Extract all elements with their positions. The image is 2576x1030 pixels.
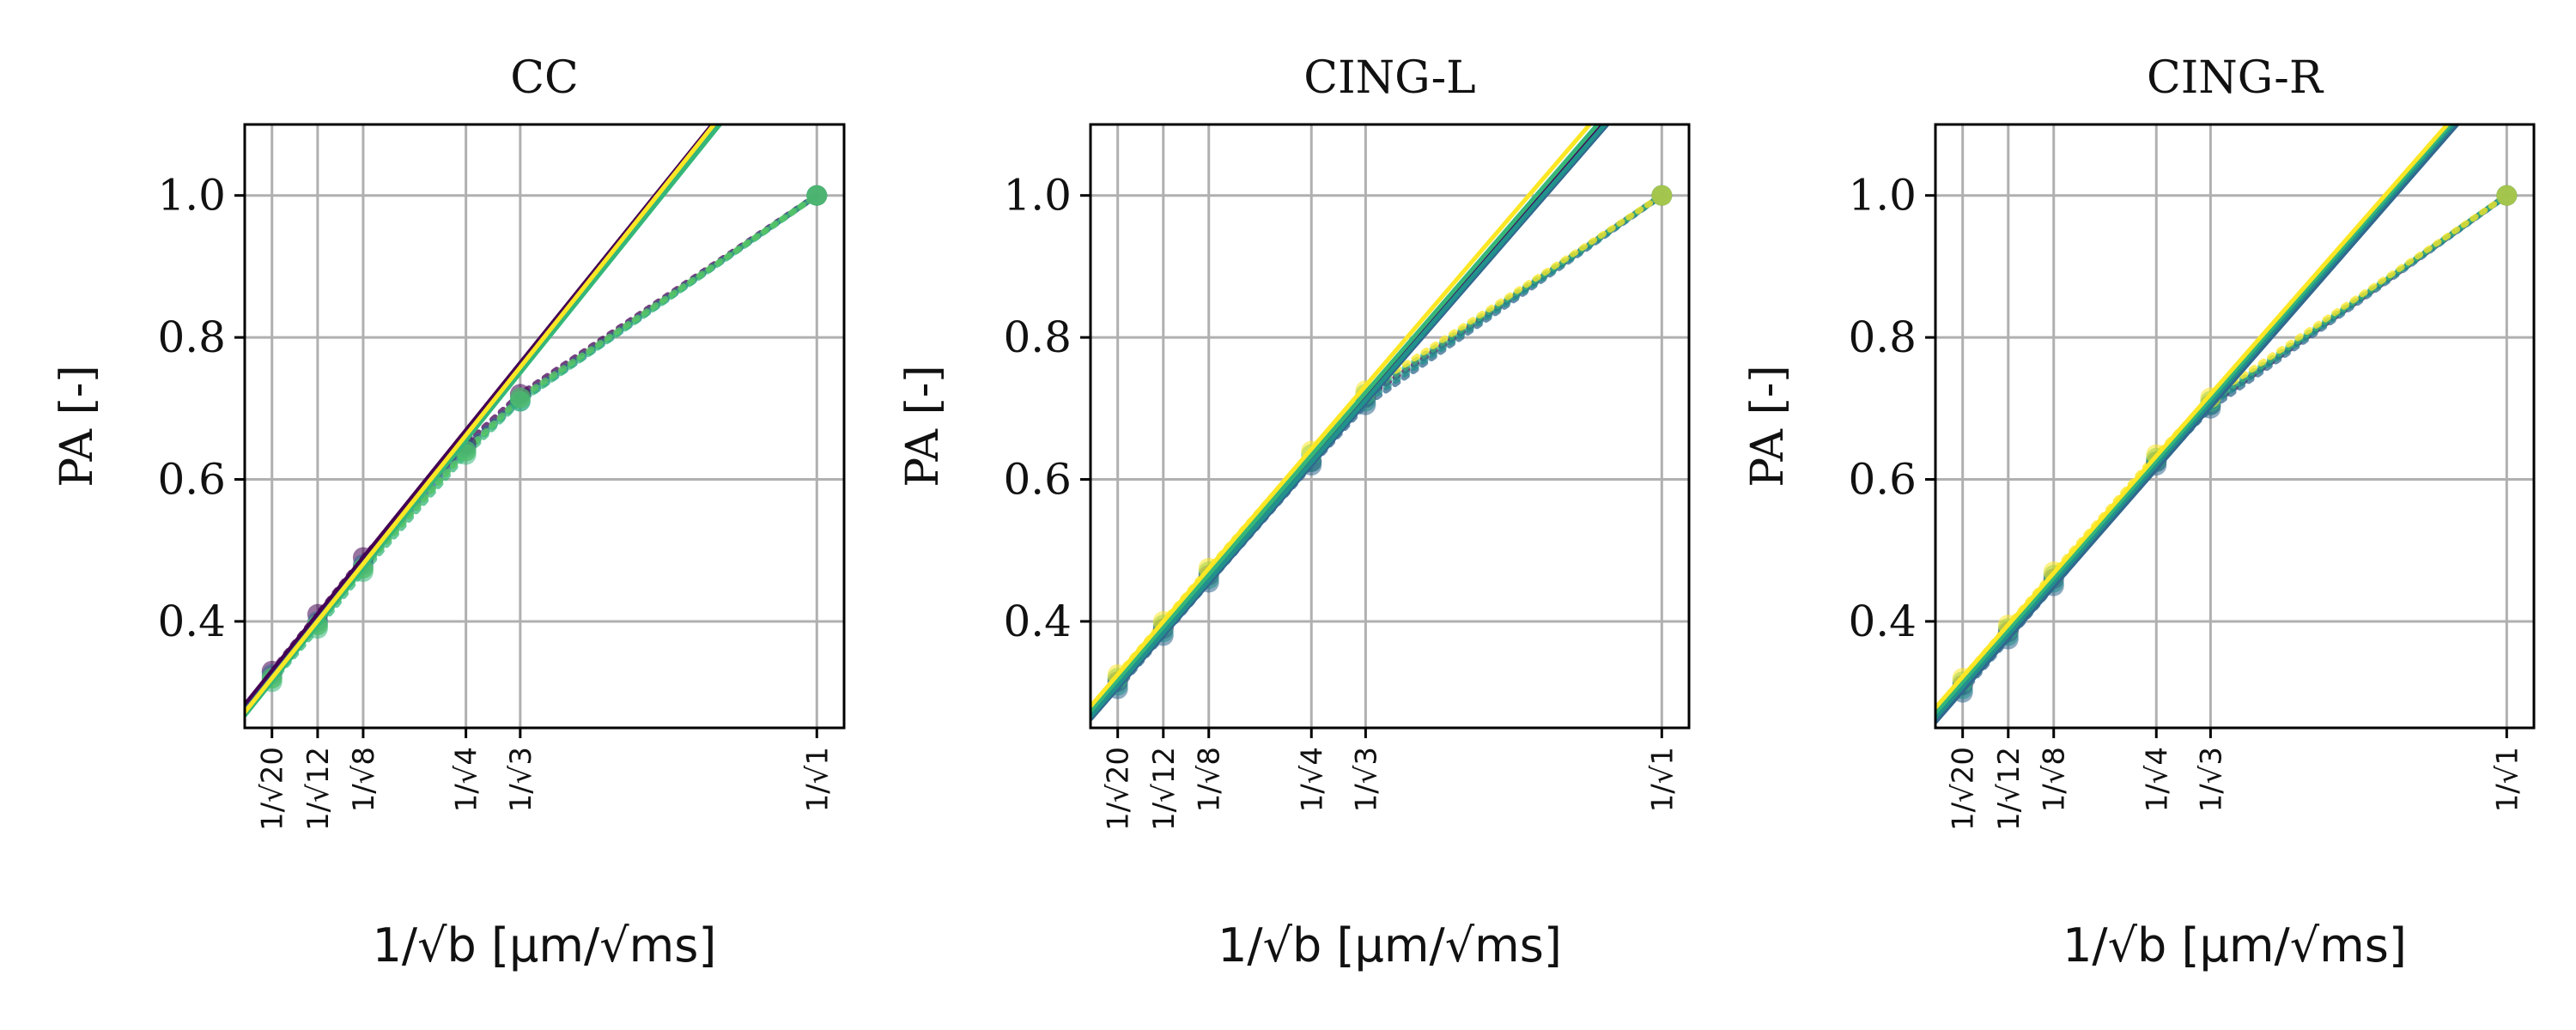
plot-area (1091, 124, 1673, 721)
x-axis-label: 1/√b [μm/√ms] (2063, 918, 2407, 972)
y-tick-label: 0.8 (157, 312, 226, 362)
fit-line (1091, 124, 1601, 713)
y-tick-label: 0.6 (1003, 455, 1072, 505)
panel-cing-r: 0.4 0.6 0.8 1.0 1/√20 1/√12 1/√8 1/√4 1/√3 1/√1 CI… (1742, 52, 2536, 972)
x-tick-label: 1/√12 (301, 747, 336, 831)
y-tick-label: 0.8 (1848, 312, 1917, 362)
measured-line (269, 192, 820, 682)
data-point (509, 387, 531, 409)
fit-line (1935, 124, 2451, 710)
x-tick-label: 1/√1 (800, 747, 835, 812)
x-tick-label: 1/√4 (450, 747, 484, 812)
fit-line (245, 124, 717, 714)
chart-title: CING-R (2147, 52, 2324, 104)
x-tick-label: 1/√3 (2194, 747, 2228, 812)
plot-area (245, 124, 828, 718)
y-tick-label: 0.4 (1848, 597, 1917, 646)
y-tick-label: 0.6 (157, 455, 226, 505)
measured-line (1115, 192, 1665, 682)
measured-line (1115, 192, 1665, 688)
y-tick-label: 1.0 (1848, 171, 1917, 221)
axes-frame (1934, 123, 2536, 730)
x-tick-label: 1/√12 (1147, 747, 1182, 831)
x-tick-label: 1/√4 (1295, 747, 1329, 812)
y-axis-label: PA [-] (897, 365, 949, 487)
measured-line (269, 192, 820, 675)
y-tick-label: 0.4 (157, 597, 226, 646)
fit-line (245, 124, 715, 706)
x-tick-label: 1/√20 (256, 747, 290, 831)
axes-frame (243, 123, 846, 730)
x-axis-label: 1/√b [μm/√ms] (373, 918, 717, 972)
x-tick-label: 1/√3 (1349, 747, 1383, 812)
y-tick-label: 0.6 (1848, 455, 1917, 505)
x-tick-label: 1/√8 (1193, 747, 1227, 812)
measured-line (1959, 192, 2510, 685)
x-tick-label: 1/√12 (1992, 747, 2026, 831)
panel-cing-l: 0.4 0.6 0.8 1.0 1/√20 1/√12 1/√8 1/√4 1/√3 1/√1 CI… (897, 52, 1691, 972)
y-tick-label: 0.8 (1003, 312, 1072, 362)
x-tick-label: 1/√1 (2490, 747, 2524, 812)
y-tick-label: 0.4 (1003, 597, 1072, 646)
measured-line (269, 192, 820, 678)
measured-line (269, 192, 820, 682)
measured-line (1959, 192, 2510, 688)
x-tick-label: 1/√8 (2038, 747, 2072, 812)
chart-title: CING-L (1303, 52, 1475, 104)
measured-line (1959, 192, 2510, 696)
measured-line (1115, 192, 1665, 685)
fit-line (1091, 124, 1593, 708)
plot-area (1935, 124, 2518, 724)
x-tick-label: 1/√20 (1102, 747, 1136, 831)
measured-line (1115, 192, 1665, 678)
measured-line (269, 192, 820, 685)
fit-line (1091, 124, 1608, 718)
panel-cc: 0.4 0.6 0.8 1.0 1/√20 1/√12 1/√8 1/√4 1/√3 1/√1 CC… (52, 52, 846, 972)
fit-line (245, 124, 723, 718)
axes-frame (1089, 123, 1691, 730)
x-tick-label: 1/√20 (1947, 747, 1981, 831)
data-point (2496, 185, 2518, 206)
x-tick-label: 1/√3 (504, 747, 538, 812)
y-axis-label: PA [-] (52, 365, 103, 487)
fit-line (1935, 124, 2453, 715)
measured-line (1959, 192, 2510, 693)
y-tick-label: 1.0 (1003, 171, 1072, 221)
fit-line (1935, 124, 2460, 724)
x-axis-label: 1/√b [μm/√ms] (1218, 918, 1562, 972)
x-tick-label: 1/√1 (1645, 747, 1680, 812)
measured-line (1959, 192, 2510, 682)
chart-title: CC (510, 52, 579, 104)
x-tick-label: 1/√4 (2140, 747, 2174, 812)
y-tick-label: 1.0 (157, 171, 226, 221)
y-axis-label: PA [-] (1742, 365, 1794, 487)
data-point (806, 185, 828, 206)
data-point (1651, 185, 1673, 206)
x-tick-label: 1/√8 (347, 747, 381, 812)
fit-line (1935, 124, 2457, 719)
measured-line (1115, 192, 1665, 693)
